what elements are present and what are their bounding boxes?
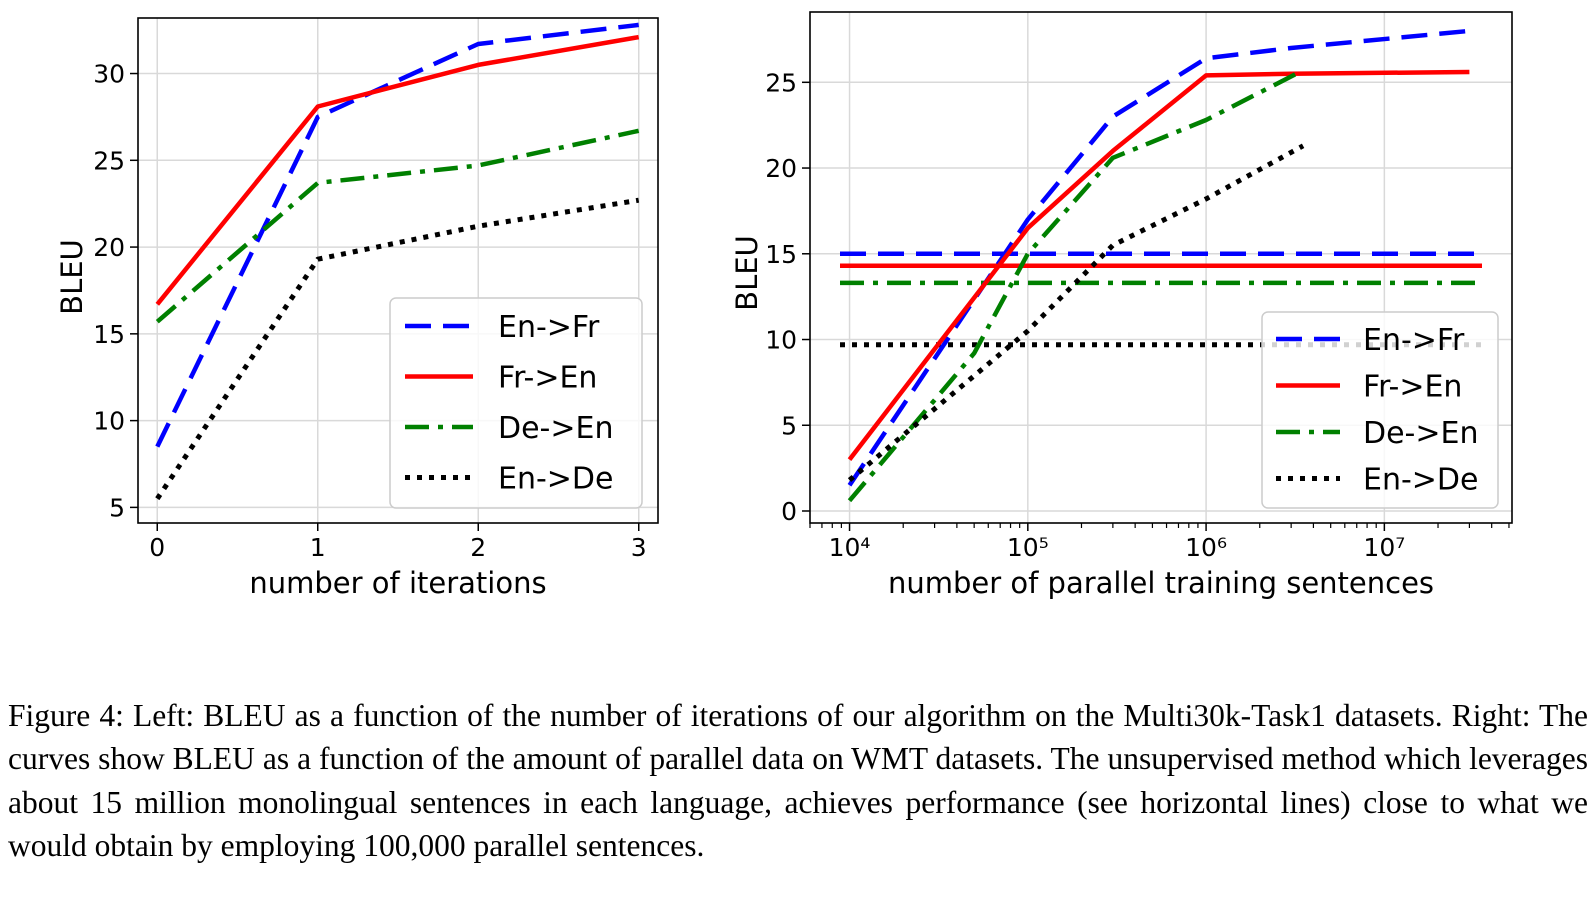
x-tick-label: 0 (149, 533, 165, 562)
legend-label: En->De (1363, 463, 1479, 498)
chart-panel-0: 0 1 2 3 5 10 15 20 25 30 number of iterations BLEU E… (55, 17, 659, 600)
legend: En->Fr Fr->En De->En En->De (389, 297, 643, 509)
x-tick-label: 2 (470, 533, 486, 562)
series-line-1 (155, 34, 640, 306)
y-tick-label: 25 (765, 68, 797, 97)
legend-label: En->Fr (1363, 323, 1465, 358)
series-line-3 (155, 197, 640, 501)
series-line-3 (847, 143, 1305, 483)
y-axis-label: BLEU (730, 235, 764, 311)
y-tick-label: 10 (765, 326, 797, 355)
plot-frame (137, 17, 659, 524)
y-axis-label: BLEU (55, 239, 89, 315)
y-tick-label: 20 (765, 154, 797, 183)
y-tick-label: 15 (93, 320, 125, 349)
series-line-0 (155, 22, 639, 448)
legend-label: En->Fr (498, 310, 600, 345)
y-tick-label: 30 (93, 60, 125, 89)
plot-frame (809, 11, 1513, 524)
legend-box (1261, 311, 1499, 509)
y-tick-label: 15 (765, 240, 797, 269)
y-tick-label: 25 (93, 146, 125, 175)
legend: En->Fr Fr->En De->En En->De (1261, 311, 1499, 509)
x-tick-label: 10⁴ (829, 533, 871, 562)
y-tick-label: 0 (781, 497, 797, 526)
x-tick-label: 1 (310, 533, 326, 562)
y-tick-label: 5 (109, 493, 125, 522)
legend-label: En->De (498, 462, 614, 497)
y-tick-label: 10 (93, 407, 125, 436)
y-tick-label: 20 (93, 233, 125, 262)
series-line-1 (847, 69, 1470, 461)
legend-label: De->En (1363, 416, 1479, 451)
x-tick-label: 3 (631, 533, 647, 562)
x-tick-label: 10⁷ (1363, 533, 1405, 562)
figure-caption: Figure 4: Left: BLEU as a function of th… (8, 697, 1588, 864)
chart-panel-1: 10⁴ 10⁵ 10⁶ 10⁷ 0 5 10 15 20 25 number of parallel… (730, 11, 1513, 600)
figure: 0 1 2 3 5 10 15 20 25 30 number of iterations BLEU E… (55, 11, 1513, 600)
figure-canvas: 0 1 2 3 5 10 15 20 25 30 number of iterations BLEU E… (55, 11, 1513, 600)
x-tick-label: 10⁵ (1007, 533, 1049, 562)
series-line-2 (847, 68, 1305, 503)
series-line-2 (155, 128, 640, 324)
legend-label: Fr->En (1363, 370, 1462, 405)
y-tick-label: 5 (781, 411, 797, 440)
legend-label: De->En (498, 411, 614, 446)
x-axis-label: number of parallel training sentences (888, 566, 1434, 600)
legend-label: Fr->En (498, 361, 597, 396)
x-tick-label: 10⁶ (1185, 533, 1227, 562)
legend-box (389, 297, 643, 509)
x-axis-label: number of iterations (249, 566, 546, 600)
